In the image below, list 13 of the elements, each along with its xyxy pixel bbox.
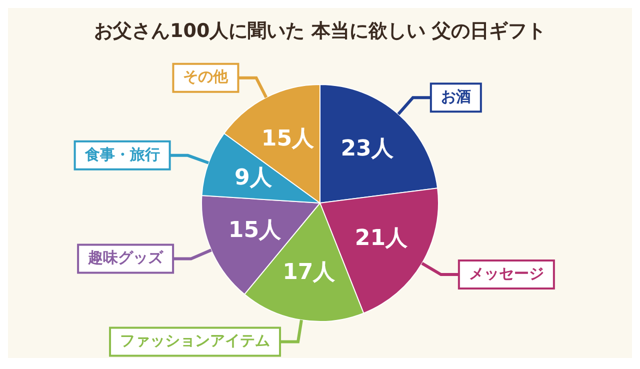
- data-label: 21人: [354, 226, 408, 251]
- slice-label: メッセージ: [468, 264, 544, 282]
- slice-label: 趣味グッズ: [87, 248, 164, 267]
- data-label: 23人: [340, 136, 394, 162]
- slice-label: その他: [183, 68, 230, 86]
- slice-label: 食事・旅行: [84, 145, 160, 164]
- data-label: 15人: [261, 126, 316, 152]
- slice-label: お酒: [440, 88, 471, 106]
- data-label: 15人: [228, 218, 282, 243]
- chart-title: お父さん100人に聞いた 本当に欲しい 父の日ギフト: [93, 19, 547, 44]
- data-label: 17人: [282, 260, 336, 285]
- data-label: 9人: [234, 166, 273, 191]
- slice-label: ファッションアイテム: [120, 332, 270, 350]
